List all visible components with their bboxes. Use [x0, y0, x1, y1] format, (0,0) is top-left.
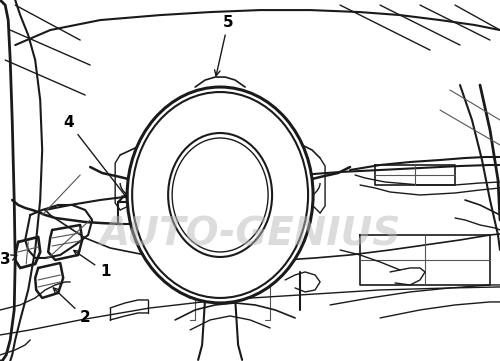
Text: 4: 4: [63, 114, 128, 199]
Text: 2: 2: [54, 288, 90, 326]
Text: 3: 3: [0, 252, 17, 268]
Text: AUTO-GENIUS: AUTO-GENIUS: [100, 216, 401, 254]
Ellipse shape: [168, 133, 272, 257]
Text: 5: 5: [214, 14, 234, 76]
Ellipse shape: [127, 87, 313, 303]
Text: 1: 1: [74, 251, 110, 279]
